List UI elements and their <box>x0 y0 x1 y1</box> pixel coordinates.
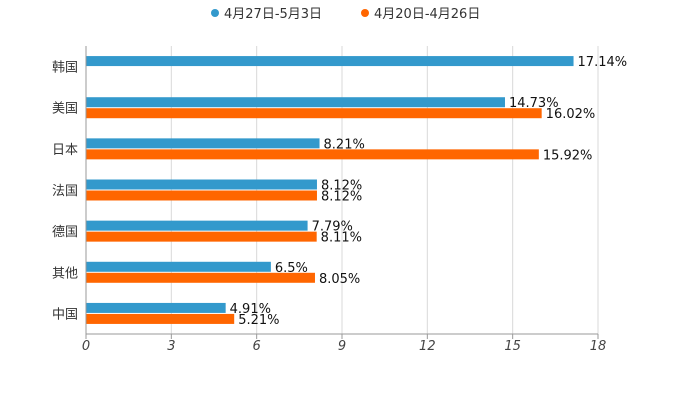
bars: 韩国 17.14% 美国 14.73%16.02% 日本 8.21% 15.92% 法国 8.1… <box>52 55 627 328</box>
bar-s1-6 <box>86 261 271 272</box>
category-label-3: 日本 <box>52 143 78 158</box>
x-tick-label-6: 6 <box>253 339 261 354</box>
grid-lines <box>170 46 599 334</box>
data-label-s1-7: 4.91% <box>230 302 271 317</box>
category-label-1: 韩国 <box>52 61 78 76</box>
bar-s2-6 <box>86 272 315 283</box>
legend-label-2: 4月20日-4月26日 <box>374 7 480 22</box>
bar-s1-7 <box>86 302 226 313</box>
data-label-s2-3: 15.92% <box>543 148 593 163</box>
category-label-7: 中国 <box>52 307 78 322</box>
bar-s2-7 <box>86 313 235 324</box>
data-label-s2-4: 8.12% <box>321 190 362 205</box>
bar-s2-5 <box>86 231 317 242</box>
legend: 4月27日-5月3日 4月20日-4月26日 <box>211 7 480 22</box>
data-label-s2-7: 5.21% <box>238 313 279 328</box>
x-tick-label-0: 0 <box>82 339 90 354</box>
bar-s1-2 <box>86 97 505 108</box>
bar-s2-4 <box>86 190 317 201</box>
data-label-s1-3: 8.21% <box>324 137 365 152</box>
category-label-4: 法国 <box>52 184 78 199</box>
bar-s2-3 <box>86 149 539 160</box>
x-axis: 0 3 6 9 12 15 18 <box>82 46 606 354</box>
bar-s1-5 <box>86 220 308 231</box>
x-tick-label-15: 15 <box>504 339 521 354</box>
x-tick-label-3: 3 <box>167 339 175 354</box>
data-label-s1-2: 14.73% <box>509 96 559 111</box>
bar-s1-1 <box>86 56 574 67</box>
data-label-s1-1: 17.14% <box>578 55 628 70</box>
legend-marker-2 <box>361 9 369 17</box>
data-label-s1-4: 8.12% <box>321 179 362 194</box>
x-tick-label-18: 18 <box>590 339 607 354</box>
data-label-s1-6: 6.5% <box>275 261 308 276</box>
category-label-2: 美国 <box>52 102 78 117</box>
category-label-6: 其他 <box>52 266 78 281</box>
bar-s2-2 <box>86 108 542 119</box>
legend-marker-1 <box>211 9 219 17</box>
category-label-5: 德国 <box>52 225 78 240</box>
data-label-s2-5: 8.11% <box>321 231 362 246</box>
data-label-s2-2: 16.02% <box>546 107 596 122</box>
x-tick-label-12: 12 <box>419 339 436 354</box>
x-tick-label-9: 9 <box>338 339 346 354</box>
legend-label-1: 4月27日-5月3日 <box>224 7 322 22</box>
bar-s1-4 <box>86 179 317 190</box>
bar-s1-3 <box>86 138 320 149</box>
data-label-s1-5: 7.79% <box>312 220 353 235</box>
data-label-s2-6: 8.05% <box>319 272 360 287</box>
